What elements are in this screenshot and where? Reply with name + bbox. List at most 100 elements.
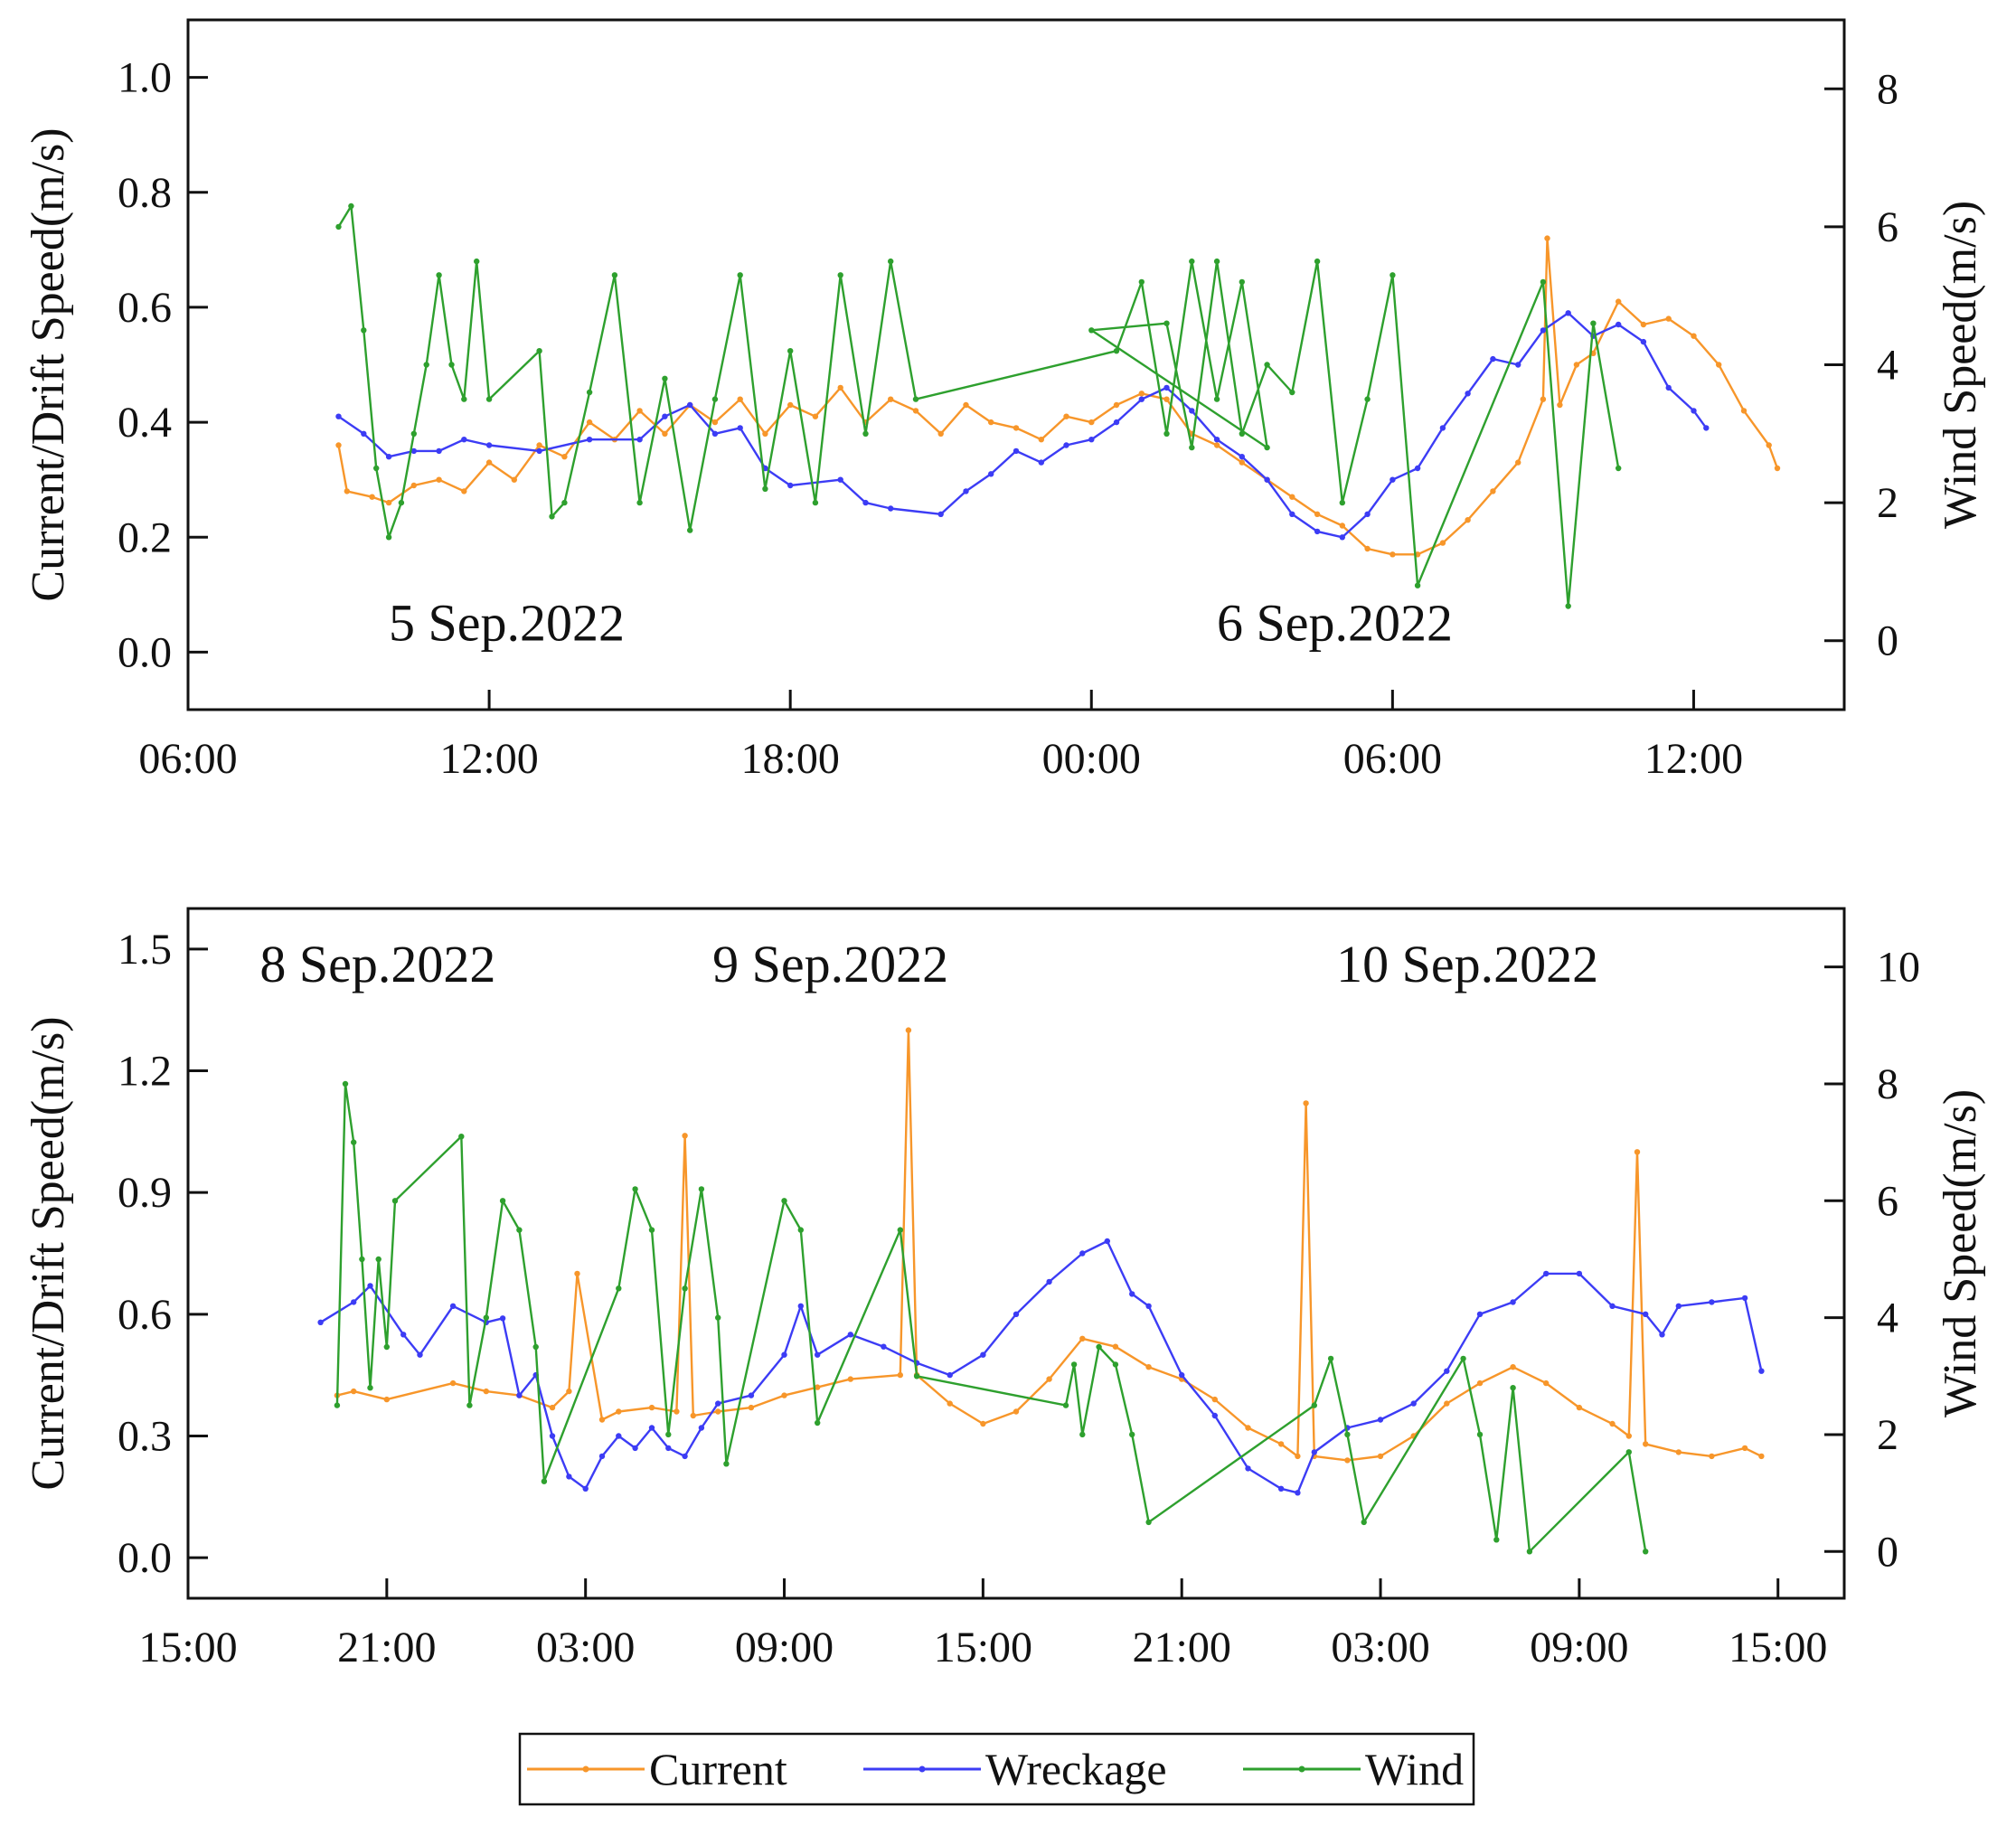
data-point-current bbox=[344, 488, 350, 494]
data-point-wind bbox=[1493, 1537, 1500, 1543]
data-point-wind bbox=[1189, 258, 1195, 265]
data-point-current bbox=[566, 1388, 572, 1395]
data-point-wreckage bbox=[449, 1303, 457, 1310]
data-point-current bbox=[1314, 511, 1321, 517]
data-point-wreckage bbox=[586, 437, 593, 443]
y2-tick-label: 6 bbox=[1877, 203, 1898, 251]
data-point-wreckage bbox=[1510, 1299, 1516, 1305]
data-point-wreckage bbox=[436, 447, 442, 455]
data-point-current bbox=[837, 384, 843, 391]
date-annotation: 8 Sep.2022 bbox=[259, 935, 495, 993]
data-point-wreckage bbox=[1540, 327, 1547, 334]
data-point-wind bbox=[648, 1227, 655, 1233]
data-point-current bbox=[1063, 413, 1069, 419]
data-point-wind bbox=[698, 1186, 705, 1192]
y-tick-label: 1.5 bbox=[118, 926, 172, 974]
data-point-wreckage bbox=[1576, 1270, 1583, 1277]
data-point-wind bbox=[586, 389, 593, 396]
data-point-current bbox=[1490, 488, 1496, 494]
data-point-wreckage bbox=[1691, 408, 1697, 414]
x-tick-label: 21:00 bbox=[1133, 1624, 1231, 1671]
x-tick-label: 09:00 bbox=[735, 1624, 834, 1671]
data-point-current bbox=[1741, 1445, 1748, 1452]
data-point-current bbox=[1390, 551, 1396, 558]
data-point-wreckage bbox=[1410, 1400, 1417, 1407]
data-point-current bbox=[485, 459, 493, 466]
data-point-wreckage bbox=[988, 471, 994, 477]
data-point-current bbox=[1377, 1453, 1384, 1460]
data-point-wind bbox=[1062, 1402, 1069, 1408]
data-point-wind bbox=[1643, 1549, 1649, 1555]
data-point-wreckage bbox=[1659, 1332, 1665, 1338]
data-point-wreckage bbox=[1213, 437, 1220, 443]
data-point-wind bbox=[383, 1343, 390, 1351]
data-point-wind bbox=[1565, 603, 1571, 609]
data-point-wreckage bbox=[1013, 1311, 1020, 1318]
data-point-current bbox=[1476, 1379, 1484, 1387]
data-point-current bbox=[1364, 545, 1371, 552]
data-point-current bbox=[410, 482, 417, 489]
data-point-wind bbox=[423, 362, 429, 368]
data-point-wind bbox=[367, 1385, 373, 1391]
data-point-wind bbox=[334, 1402, 341, 1408]
data-point-current bbox=[1239, 459, 1246, 466]
data-point-current bbox=[1634, 1149, 1641, 1155]
data-point-current bbox=[1573, 362, 1580, 368]
data-point-current bbox=[963, 401, 969, 409]
y2-tick-label: 6 bbox=[1877, 1177, 1898, 1225]
data-point-wreckage bbox=[1088, 437, 1095, 443]
data-point-wind bbox=[912, 396, 919, 402]
data-point-current bbox=[897, 1371, 903, 1379]
data-point-current bbox=[648, 1404, 655, 1411]
data-point-current bbox=[536, 442, 542, 448]
x-tick-label: 12:00 bbox=[1644, 735, 1743, 783]
data-point-wind bbox=[1616, 465, 1622, 472]
data-point-wind bbox=[398, 499, 405, 506]
data-point-wind bbox=[348, 202, 354, 210]
data-point-wind bbox=[1414, 582, 1421, 588]
data-point-wind bbox=[1129, 1431, 1135, 1438]
data-point-wreckage bbox=[881, 1343, 887, 1350]
data-point-wreckage bbox=[485, 442, 493, 448]
date-annotation: 6 Sep.2022 bbox=[1217, 594, 1453, 653]
data-point-wreckage bbox=[698, 1425, 705, 1431]
data-point-current bbox=[1544, 235, 1550, 241]
data-point-wind bbox=[837, 272, 843, 278]
data-point-wind bbox=[787, 348, 794, 354]
data-point-wreckage bbox=[1565, 310, 1571, 316]
data-point-wreckage bbox=[1390, 476, 1396, 483]
data-point-wind bbox=[466, 1402, 473, 1408]
data-point-wind bbox=[1239, 278, 1246, 286]
data-point-wind bbox=[687, 527, 693, 533]
data-point-wind bbox=[458, 1134, 465, 1140]
data-point-wind bbox=[812, 499, 819, 506]
data-point-wreckage bbox=[598, 1453, 606, 1460]
data-point-current bbox=[988, 419, 994, 426]
data-point-current bbox=[1303, 1100, 1309, 1106]
data-point-current bbox=[1213, 442, 1220, 448]
data-point-wind bbox=[1213, 258, 1220, 265]
data-point-wreckage bbox=[665, 1445, 672, 1452]
data-point-wreckage bbox=[682, 1453, 688, 1460]
data-point-current bbox=[574, 1270, 580, 1277]
data-point-wind bbox=[410, 430, 417, 437]
data-point-current bbox=[616, 1408, 622, 1415]
data-point-current bbox=[1665, 315, 1672, 322]
data-point-wreckage bbox=[1211, 1412, 1219, 1419]
data-point-wreckage bbox=[1063, 442, 1069, 448]
data-point-current bbox=[888, 396, 894, 402]
data-point-wreckage bbox=[1616, 321, 1622, 328]
data-point-current bbox=[715, 1408, 721, 1415]
data-point-current bbox=[762, 430, 768, 437]
data-point-wreckage bbox=[1414, 465, 1421, 472]
data-point-current bbox=[1211, 1396, 1219, 1403]
data-point-wind bbox=[1390, 272, 1396, 278]
data-point-current bbox=[561, 454, 568, 460]
data-point-wind bbox=[815, 1419, 821, 1426]
date-annotation: 5 Sep.2022 bbox=[389, 594, 625, 653]
data-point-current bbox=[1543, 1379, 1550, 1387]
y-tick-label: 1.0 bbox=[118, 54, 172, 102]
legend: Current Wreckage Wind bbox=[518, 1732, 1475, 1806]
data-point-wind bbox=[1213, 396, 1220, 402]
data-point-wreckage bbox=[410, 447, 417, 455]
